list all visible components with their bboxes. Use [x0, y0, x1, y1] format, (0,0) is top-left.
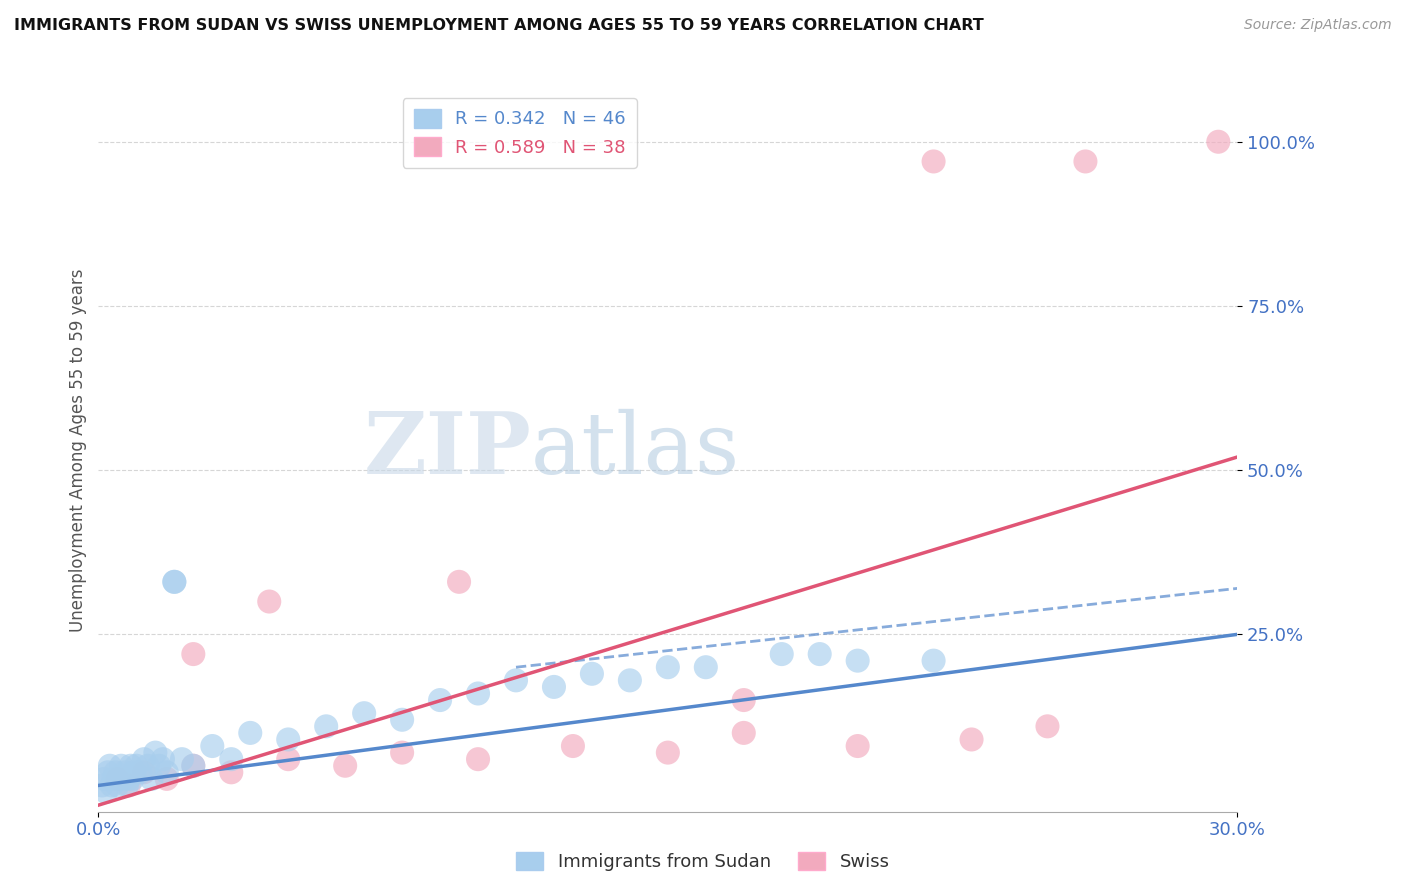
Y-axis label: Unemployment Among Ages 55 to 59 years: Unemployment Among Ages 55 to 59 years [69, 268, 87, 632]
Point [1074, 154, 1097, 169]
Point [562, 739, 585, 753]
Point [104, 765, 127, 780]
Point [846, 654, 869, 668]
Point [315, 719, 337, 733]
Point [118, 779, 141, 793]
Point [922, 654, 945, 668]
Point [960, 732, 983, 747]
Point [221, 752, 243, 766]
Point [148, 758, 170, 772]
Point [108, 772, 131, 786]
Point [619, 673, 641, 688]
Point [391, 713, 413, 727]
Point [98, 758, 121, 772]
Point [277, 752, 299, 766]
Point [170, 752, 193, 766]
Point [201, 739, 224, 753]
Point [657, 746, 679, 760]
Point [335, 758, 357, 772]
Point [183, 758, 205, 772]
Text: atlas: atlas [531, 409, 741, 492]
Legend: Immigrants from Sudan, Swiss: Immigrants from Sudan, Swiss [509, 845, 897, 879]
Point [132, 752, 155, 766]
Point [100, 779, 122, 793]
Point [447, 574, 470, 589]
Point [733, 726, 755, 740]
Point [922, 154, 945, 169]
Point [124, 765, 146, 780]
Point [259, 594, 281, 608]
Point [695, 660, 717, 674]
Point [112, 772, 135, 786]
Point [543, 680, 565, 694]
Point [429, 693, 451, 707]
Point [183, 647, 205, 661]
Point [121, 772, 143, 786]
Text: ZIP: ZIP [363, 409, 531, 492]
Text: IMMIGRANTS FROM SUDAN VS SWISS UNEMPLOYMENT AMONG AGES 55 TO 59 YEARS CORRELATIO: IMMIGRANTS FROM SUDAN VS SWISS UNEMPLOYM… [14, 18, 984, 33]
Point [770, 647, 793, 661]
Point [277, 732, 299, 747]
Point [657, 660, 679, 674]
Text: Source: ZipAtlas.com: Source: ZipAtlas.com [1244, 18, 1392, 32]
Point [125, 758, 148, 772]
Point [156, 765, 179, 780]
Point [103, 772, 125, 786]
Point [94, 785, 117, 799]
Point [145, 746, 167, 760]
Point [163, 574, 186, 589]
Point [1036, 719, 1059, 733]
Point [221, 765, 243, 780]
Point [733, 693, 755, 707]
Legend: R = 0.342   N = 46, R = 0.589   N = 38: R = 0.342 N = 46, R = 0.589 N = 38 [404, 98, 637, 168]
Point [163, 574, 186, 589]
Point [114, 765, 136, 780]
Point [120, 758, 142, 772]
Point [391, 746, 413, 760]
Point [115, 779, 138, 793]
Point [467, 752, 489, 766]
Point [118, 772, 141, 786]
Point [581, 666, 603, 681]
Point [467, 686, 489, 700]
Point [97, 765, 120, 780]
Point [107, 779, 129, 793]
Point [129, 765, 152, 780]
Point [846, 739, 869, 753]
Point [808, 647, 831, 661]
Point [91, 779, 114, 793]
Point [152, 752, 174, 766]
Point [239, 726, 262, 740]
Point [1208, 135, 1230, 149]
Point [183, 758, 205, 772]
Point [107, 772, 129, 786]
Point [505, 673, 527, 688]
Point [132, 765, 155, 780]
Point [110, 758, 132, 772]
Point [353, 706, 375, 721]
Point [136, 758, 159, 772]
Point [93, 772, 115, 786]
Point [141, 772, 163, 786]
Point [156, 772, 179, 786]
